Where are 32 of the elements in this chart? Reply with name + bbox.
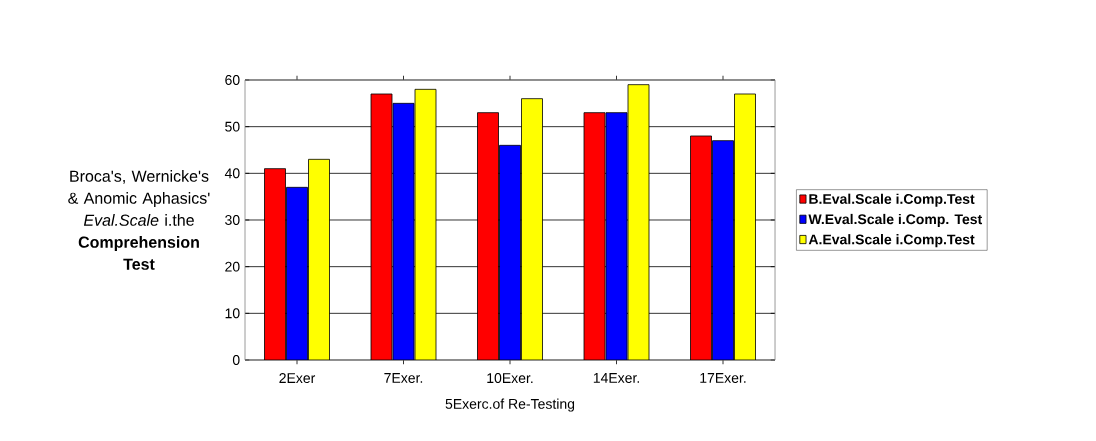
bar <box>712 140 734 360</box>
bar <box>583 112 606 360</box>
bar <box>370 93 393 360</box>
x-tick-label: 10Exer. <box>487 373 533 384</box>
bar <box>605 112 628 360</box>
y-tick-label: 0 <box>232 355 240 365</box>
x-axis-title: 5Exerc.of Re-Testing <box>445 398 575 412</box>
y-tick-label: 40 <box>224 168 240 179</box>
legend-label: W.Eval.Scale i.Comp. Test <box>808 213 983 227</box>
x-tick-label: 7Exer. <box>384 373 423 383</box>
legend-label: B.Eval.Scale i.Comp.Test <box>809 193 975 207</box>
bar <box>414 88 437 360</box>
x-tick-label: 2Exer <box>279 373 316 384</box>
bar <box>521 98 543 360</box>
bar <box>499 144 521 360</box>
y-tick-label: 60 <box>225 75 240 85</box>
bar <box>264 168 286 360</box>
y-tick-label: 30 <box>225 215 240 225</box>
x-tick-label: 14Exer. <box>593 373 639 383</box>
bar <box>477 112 499 360</box>
bar <box>286 186 308 360</box>
bar <box>734 93 756 360</box>
bar <box>627 84 650 360</box>
y-tick-label: 10 <box>225 308 240 319</box>
y-axis-title: Broca's, Wernicke's & Anomic Aphasics' Eval.Scale i.the Comprehension Test <box>68 170 210 270</box>
y-tick-label: 50 <box>225 121 240 132</box>
bar <box>690 135 712 360</box>
y-tick-label: 20 <box>225 261 240 272</box>
legend-label: A.Eval.Scale i.Comp.Test <box>808 234 975 248</box>
bar <box>308 158 330 360</box>
bar <box>392 102 415 360</box>
x-tick-label: 17Exer. <box>700 373 746 383</box>
